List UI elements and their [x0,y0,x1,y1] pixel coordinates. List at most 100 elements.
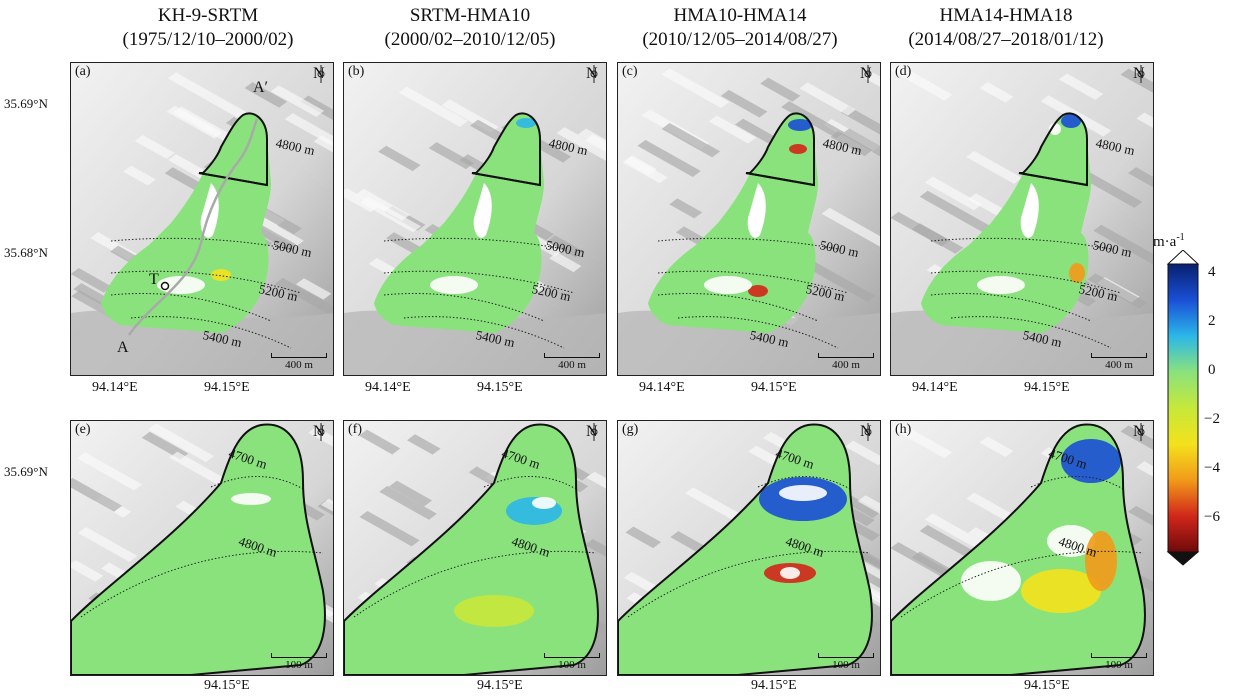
north-arrow-glyph [317,65,325,83]
terrain-ridge [830,130,873,157]
elevation-change-patch [532,497,556,509]
terrain-ridge [720,89,768,118]
glacier-outline [618,423,873,675]
colorbar-unit: m·a-1 [1153,232,1185,251]
panel-label: (c) [622,64,638,79]
north-arrow-icon: N [313,65,329,95]
elevation-change-patch [1069,263,1085,283]
elevation-change-patch [1047,525,1095,557]
scale-bar-label: 100 m [558,659,586,671]
glacier-outline [344,423,599,675]
terrain-ridge [244,82,288,108]
north-arrow-glyph [590,65,598,83]
north-label: N [313,65,325,82]
terrain-ridge [344,188,379,213]
panel-label: (e) [75,422,91,437]
elevation-change-patch [1049,123,1061,135]
terrain-ridge [806,261,876,302]
map-canvas [618,63,880,375]
scale-bar-line [818,353,874,358]
glacier-outline [891,423,1146,675]
contour-line [110,237,292,250]
scale-bar-line [1091,353,1147,358]
scale-bar: 400 m [818,353,874,371]
contour-line [930,270,1122,294]
scale-bar: 100 m [1091,653,1147,671]
colorbar-unit-text: m·a [1153,234,1177,250]
contour-line [950,316,1112,349]
column-title-4: HMA14-HMA18 (2014/08/27–2018/01/12) [876,4,1136,52]
scale-bar: 100 m [544,653,600,671]
colorbar-min-arrow [1166,551,1200,566]
map-panel-a: A A′ T (a) N 400 m 4800 m 5000 m 5200 m 5400 m [70,62,334,376]
column-title-period: (2010/12/05–2014/08/27) [642,29,838,50]
terrain-ridge [891,422,953,459]
scale-bar: 400 m [1091,353,1147,371]
panel-label: (d) [895,64,912,79]
terrain-ridge [71,268,112,293]
terrain-ridge [71,478,122,512]
terrain-ridge [924,176,982,211]
column-title-name: HMA14-HMA18 [939,5,1073,26]
terrain-ridge [781,101,845,139]
terrain-ridge [799,82,856,116]
terrain-ridge [358,429,401,455]
lon-label: 94.15°E [204,380,250,395]
terrain-ridge [76,452,143,491]
colorbar [1166,250,1200,566]
lat-label-top-1: 35.69°N [4,96,48,111]
profile-end-label: A′ [253,79,269,96]
glacier-change-field [344,424,598,675]
scale-bar-label: 400 m [832,359,860,371]
terrain-ridge [1087,273,1148,309]
elevation-change-patch [1061,114,1081,128]
terrain-ridge [388,480,433,507]
glacier-change-field [71,424,325,675]
north-label: N [313,423,325,440]
terrain-ridge [708,115,757,144]
map-canvas [71,63,333,375]
terrain-ridge [637,139,701,177]
map-panel-d: (d) N 400 m 4800 m 5000 m 5200 m 5400 m [890,62,1154,376]
tongue-boundary [198,172,268,186]
terrain-ridge [624,155,657,176]
panel-label: (g) [622,422,639,437]
terrain-ridge [891,64,953,101]
contour-line [383,270,575,294]
terrain-ridge [123,165,156,186]
map-panel-h: (h) N 100 m 4700 m 4800 m [890,420,1154,676]
lon-label: 94.14°E [912,380,958,395]
map-canvas [344,63,606,375]
terrain-ridge [398,86,468,127]
contour-line [677,316,839,349]
glacier-change-field [648,113,818,333]
terrain-ridge [857,495,880,514]
terrain-ridge [845,440,880,466]
terrain-ridge [864,72,880,87]
terrain-ridge [167,72,248,119]
north-label: N [586,423,598,440]
terrain-ridge [379,485,437,520]
colorbar-max-arrow [1166,250,1200,265]
scale-bar-label: 400 m [1105,359,1133,371]
contour-line [383,237,565,250]
terrain-ridge [270,85,325,117]
terrain-ridge [1136,461,1153,477]
north-arrow-icon: N [313,423,329,453]
colorbar-tick: 4 [1208,264,1216,280]
north-arrow-glyph [590,423,598,441]
terrain-ridge [1082,172,1143,208]
column-title-period: (2014/08/27–2018/01/12) [908,29,1104,50]
terrain-ridge [546,235,584,258]
elevation-change-patch [1021,569,1101,613]
contour-line [110,270,302,294]
map-panel-g: (g) N 100 m 4700 m 4800 m [617,420,881,676]
north-arrow-icon: N [586,65,602,95]
terrain-ridge [1128,167,1153,188]
terrain-ridge [661,122,721,158]
scale-bar-label: 100 m [285,659,313,671]
panel-label: (b) [348,64,365,79]
glacier-change-field [891,424,1145,675]
terrain-ridge [406,434,441,455]
elevation-change-patch [961,561,1021,601]
